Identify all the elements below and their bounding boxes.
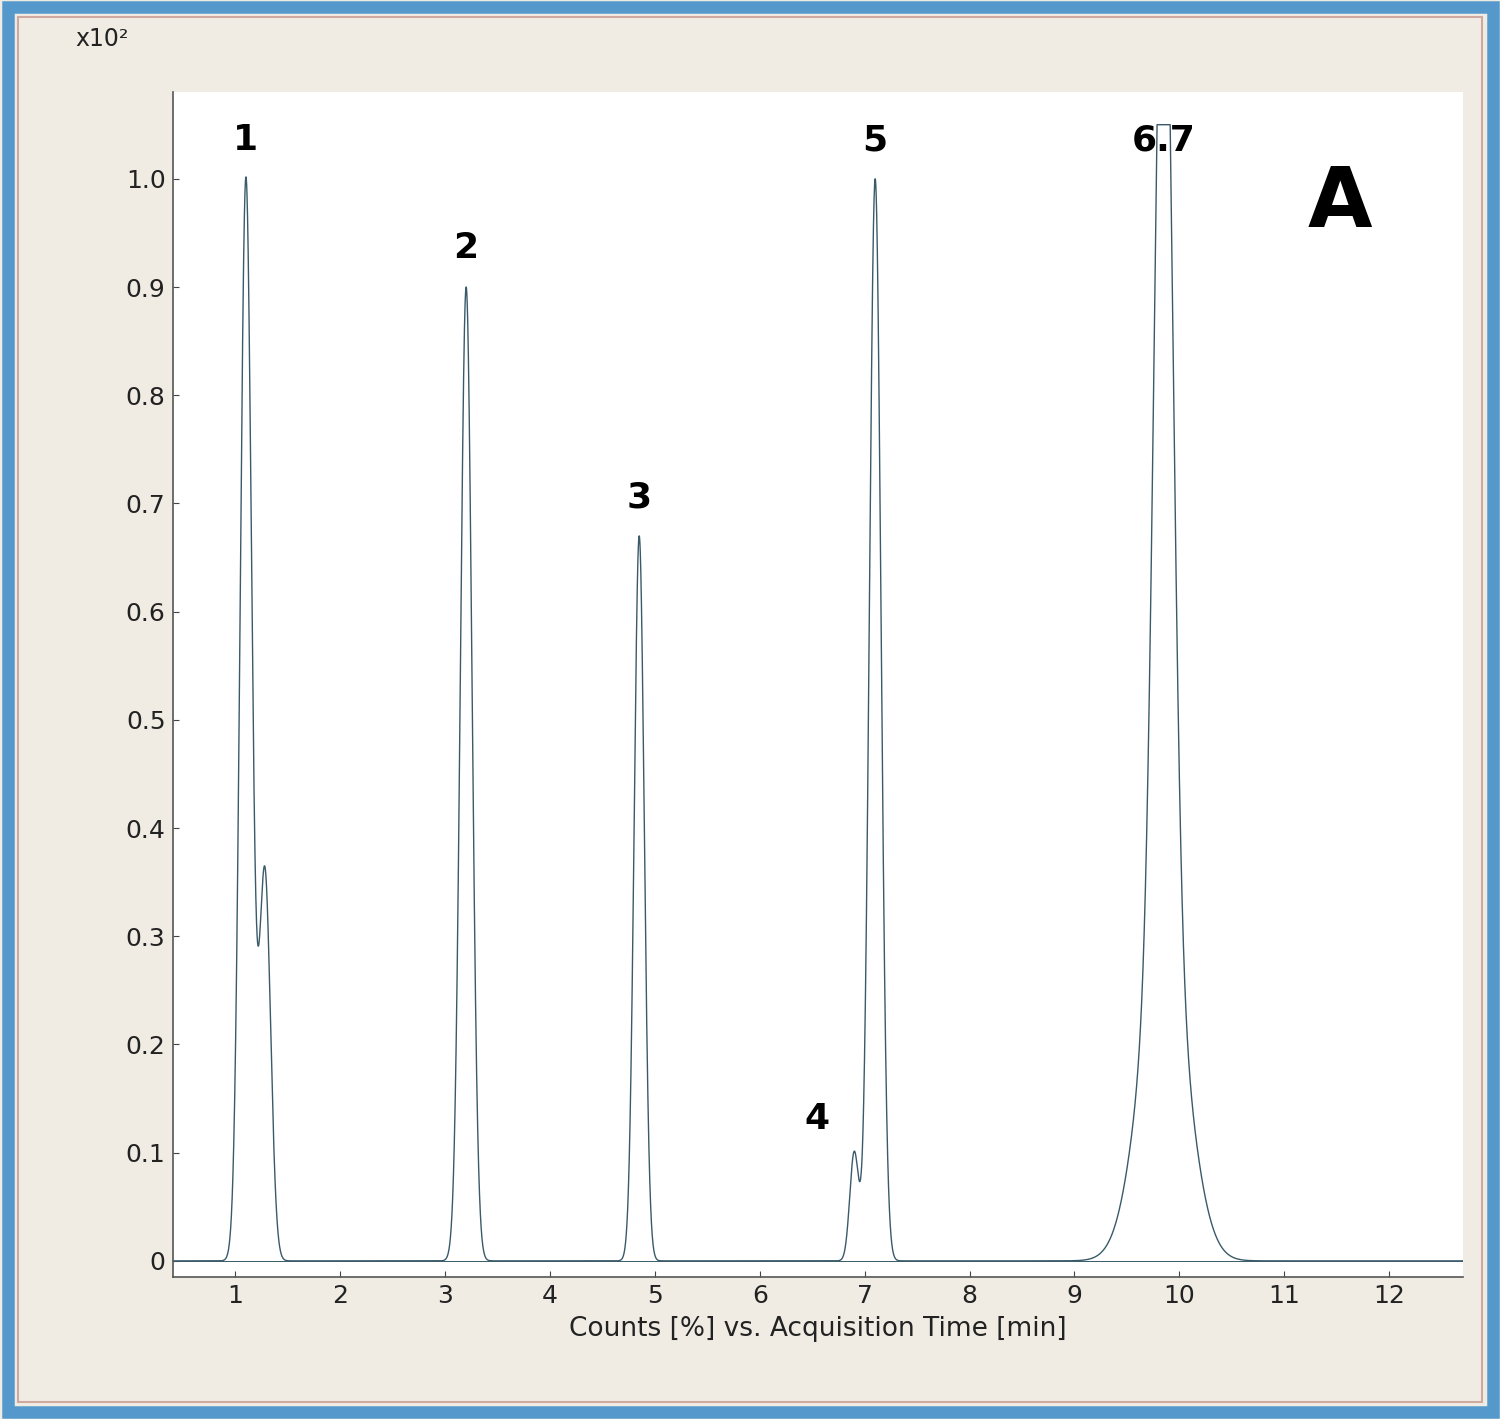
Text: 6.7: 6.7 xyxy=(1131,123,1196,158)
Text: 4: 4 xyxy=(806,1103,830,1137)
X-axis label: Counts [%] vs. Acquisition Time [min]: Counts [%] vs. Acquisition Time [min] xyxy=(568,1317,1066,1342)
Text: A: A xyxy=(1308,163,1372,244)
Text: x10²: x10² xyxy=(75,27,129,51)
Text: 1: 1 xyxy=(234,123,258,158)
Text: 5: 5 xyxy=(862,123,888,158)
Text: 2: 2 xyxy=(453,231,478,265)
Text: 3: 3 xyxy=(627,480,652,514)
